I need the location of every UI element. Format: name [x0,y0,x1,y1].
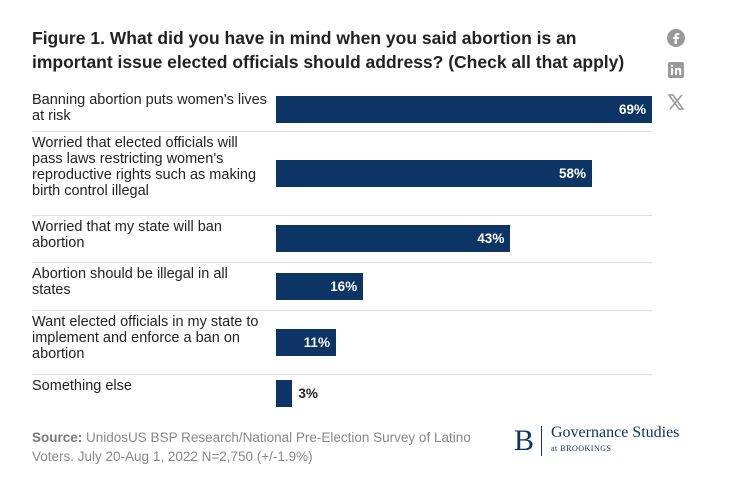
value-label: 69% [618,102,646,117]
bar [276,96,652,123]
source-label: Source: [32,430,83,445]
linkedin-icon[interactable] [666,60,686,80]
row: Worried that my state will ban abortion 4… [32,215,652,263]
row: Want elected officials in my state to im… [32,310,652,375]
bar [276,328,336,356]
bar [276,159,593,187]
row: Worried that elected officials will pass… [32,131,652,216]
logo-title: Governance Studies [551,424,680,441]
category-label: Want elected officials in my state to im… [32,314,259,362]
category-label: Worried that my state will ban abortion [32,219,222,251]
facebook-icon[interactable] [666,28,686,48]
value-label: 16% [330,278,358,294]
logo-divider [541,426,542,456]
value-label: 43% [477,231,505,246]
row: Abortion should be illegal in all states… [32,262,652,311]
value-label: 3% [298,385,318,401]
bar [276,272,364,300]
logo-letter: B [514,424,535,457]
category-label: Banning abortion puts women's lives at r… [32,92,267,124]
category-label: Abortion should be illegal in all states [32,266,228,298]
category-label: Something else [32,378,132,394]
value-label: 11% [303,334,330,350]
value-label: 58% [559,165,587,181]
category-label: Worried that elected officials will pass… [32,135,257,199]
bar [276,225,511,252]
x-icon[interactable] [666,92,686,112]
source: Source: UnidosUS BSP Research/National P… [32,428,502,466]
bar [276,379,293,407]
row: Something else 3% [32,374,652,412]
chart-title: Figure 1. What did you have in mind when… [32,28,625,72]
logo-subtitle: at BROOKINGS [551,444,612,453]
source-text: UnidosUS BSP Research/National Pre-Elect… [32,430,471,464]
row: Banning abortion puts women's lives at r… [32,88,652,132]
